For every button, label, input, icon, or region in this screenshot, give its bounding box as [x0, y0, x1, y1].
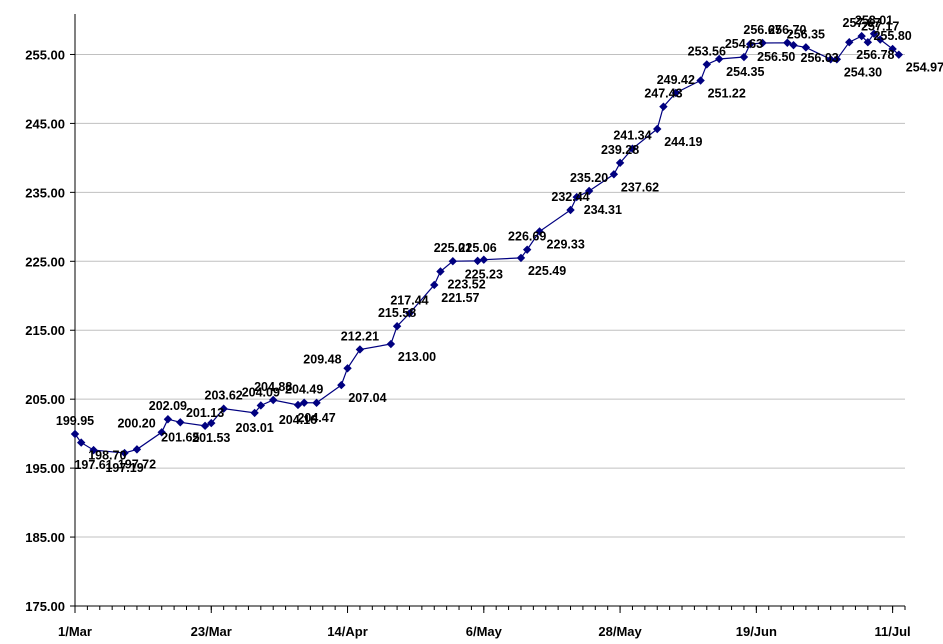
data-point-marker: [77, 438, 85, 446]
data-label: 256.50: [757, 50, 795, 64]
data-point-marker: [356, 345, 364, 353]
data-label: 202.09: [149, 399, 187, 413]
data-label: 254.35: [726, 65, 764, 79]
data-label: 225.49: [528, 264, 566, 278]
data-point-marker: [703, 60, 711, 68]
data-label: 203.62: [205, 389, 243, 403]
y-tick-label: 245.00: [25, 116, 65, 131]
data-point-marker: [133, 445, 141, 453]
data-label: 203.01: [236, 421, 274, 435]
y-tick-labels: 175.00 185.00 195.00 205.00 215.00 225.00 235.…: [25, 47, 65, 614]
x-tick-label: 23/Mar: [191, 624, 232, 639]
data-point-marker: [343, 364, 351, 372]
data-point-marker: [176, 418, 184, 426]
data-label: 235.20: [570, 171, 608, 185]
data-label: 256.78: [856, 48, 894, 62]
data-point-marker: [387, 340, 395, 348]
x-tick-label: 19/Jun: [736, 624, 777, 639]
y-tick-label: 205.00: [25, 392, 65, 407]
data-point-marker: [566, 206, 574, 214]
data-point-marker: [71, 430, 79, 438]
y-tick-label: 215.00: [25, 323, 65, 338]
data-label: 239.28: [601, 143, 639, 157]
data-label: 234.31: [584, 203, 622, 217]
data-point-marker: [845, 38, 853, 46]
x-tick-label: 6/May: [466, 624, 503, 639]
y-tick-label: 195.00: [25, 461, 65, 476]
x-tick-label: 11/Jul: [875, 624, 911, 639]
data-label: 225.06: [458, 241, 496, 255]
data-label: 229.33: [547, 237, 585, 251]
y-tick-label: 225.00: [25, 254, 65, 269]
data-label: 254.30: [844, 65, 882, 79]
data-label: 215.58: [378, 306, 416, 320]
data-label: 249.42: [657, 73, 695, 87]
data-label: 217.44: [390, 293, 428, 307]
data-label: 254.63: [725, 37, 763, 51]
data-label: 200.20: [117, 416, 155, 430]
data-label: 255.80: [873, 29, 911, 43]
data-point-marker: [480, 256, 488, 264]
x-tick-label: 14/Apr: [327, 624, 367, 639]
x-tick-labels: 1/Mar 23/Mar 14/Apr 6/May 28/May 19/Jun 11/Jul: [58, 624, 911, 639]
x-tick-label: 1/Mar: [58, 624, 92, 639]
data-label: 201.53: [192, 431, 230, 445]
data-point-marker: [312, 399, 320, 407]
data-label: 213.00: [398, 350, 436, 364]
data-label: 226.69: [508, 230, 546, 244]
data-point-marker: [337, 381, 345, 389]
axes: [70, 14, 905, 613]
data-label: 204.47: [297, 411, 335, 425]
y-tick-label: 255.00: [25, 47, 65, 62]
data-label: 256.35: [787, 27, 825, 41]
data-label: 244.19: [664, 135, 702, 149]
data-point-marker: [473, 257, 481, 265]
x-tick-label: 28/May: [598, 624, 642, 639]
data-label: 207.04: [348, 391, 386, 405]
y-tick-label: 235.00: [25, 185, 65, 200]
data-label: 225.23: [465, 268, 503, 282]
data-label: 221.57: [441, 291, 479, 305]
data-label: 199.95: [56, 414, 94, 428]
data-label: 209.48: [303, 352, 341, 366]
data-label: 254.97: [906, 61, 943, 75]
data-label: 197.72: [118, 457, 156, 471]
data-point-marker: [164, 415, 172, 423]
data-label: 232.44: [551, 190, 589, 204]
data-point-marker: [610, 170, 618, 178]
data-point-marker: [696, 76, 704, 84]
data-label: 204.49: [285, 383, 323, 397]
y-tick-label: 175.00: [25, 599, 65, 614]
data-label: 253.56: [688, 44, 726, 58]
y-tick-label: 185.00: [25, 530, 65, 545]
data-label: 256.03: [801, 51, 839, 65]
data-label: 201.13: [186, 406, 224, 420]
data-label: 241.34: [613, 129, 651, 143]
data-label: 247.43: [644, 87, 682, 101]
data-label: 212.21: [341, 329, 379, 343]
data-labels: 199.95198.70197.61197.19197.72200.20202.…: [56, 14, 943, 475]
data-label: 251.22: [708, 87, 746, 101]
grid-lines: [75, 54, 905, 537]
data-label: 237.62: [621, 180, 659, 194]
